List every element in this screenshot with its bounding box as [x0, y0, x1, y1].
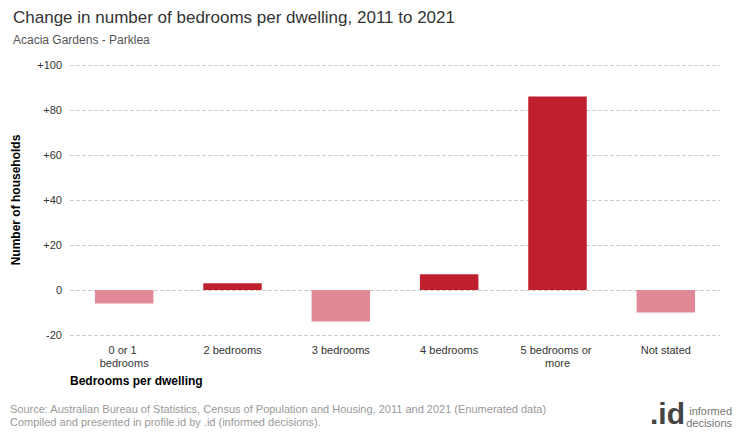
svg-text:Not stated: Not stated — [641, 344, 691, 356]
svg-text:Number of households: Number of households — [9, 134, 23, 265]
svg-text:-20: -20 — [46, 329, 62, 341]
svg-text:Acacia Gardens - Parklea: Acacia Gardens - Parklea — [13, 33, 150, 47]
svg-text:+100: +100 — [37, 59, 62, 71]
svg-text:more: more — [545, 357, 570, 369]
svg-text:2 bedrooms: 2 bedrooms — [203, 344, 262, 356]
svg-text:+40: +40 — [43, 194, 62, 206]
svg-text:4 bedrooms: 4 bedrooms — [420, 344, 479, 356]
svg-text:5 bedrooms or: 5 bedrooms or — [521, 344, 595, 356]
svg-text:bedrooms: bedrooms — [100, 357, 149, 369]
svg-text:Source: Australian Bureau of S: Source: Australian Bureau of Statistics,… — [10, 403, 546, 415]
svg-text:.id: .id — [650, 397, 685, 430]
svg-text:Compiled and presented in prof: Compiled and presented in profile.id by … — [10, 416, 321, 428]
svg-text:Change in number of bedrooms p: Change in number of bedrooms per dwellin… — [13, 8, 455, 27]
svg-text:0: 0 — [56, 284, 62, 296]
svg-text:3 bedrooms: 3 bedrooms — [312, 344, 371, 356]
svg-text:Bedrooms per dwelling: Bedrooms per dwelling — [70, 374, 203, 388]
svg-text:+80: +80 — [43, 104, 62, 116]
svg-text:0 or 1: 0 or 1 — [109, 344, 140, 356]
svg-text:informed: informed — [689, 405, 732, 417]
svg-text:+60: +60 — [43, 149, 62, 161]
svg-text:+20: +20 — [43, 239, 62, 251]
svg-text:decisions: decisions — [686, 417, 732, 429]
